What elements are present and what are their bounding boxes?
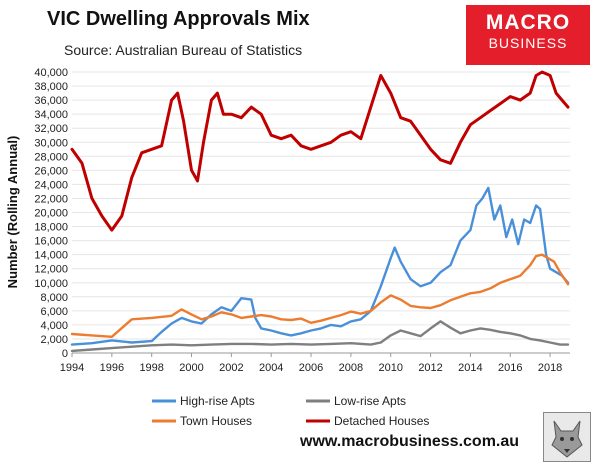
x-tick-label: 2014 xyxy=(458,362,482,374)
y-tick-label: 4,000 xyxy=(40,320,68,332)
x-tick-label: 2008 xyxy=(339,362,363,374)
series-group xyxy=(70,70,570,353)
y-tick-label: 32,000 xyxy=(34,123,68,135)
y-tick-label: 22,000 xyxy=(34,193,68,205)
macrobusiness-logo[interactable]: MACRO BUSINESS xyxy=(466,5,590,65)
x-tick-label: 1998 xyxy=(139,362,163,374)
footer-url-link[interactable]: www.macrobusiness.com.au xyxy=(300,433,520,450)
y-tick-label: 30,000 xyxy=(34,137,68,149)
x-tick-label: 2006 xyxy=(299,362,323,374)
y-tick-label: 26,000 xyxy=(34,165,68,177)
x-tick-label: 2012 xyxy=(418,362,442,374)
y-tick-label: 6,000 xyxy=(40,306,68,318)
y-tick-label: 40,000 xyxy=(34,67,68,79)
y-tick-label: 18,000 xyxy=(34,222,68,234)
x-tick-label: 1994 xyxy=(60,362,84,374)
y-tick-label: 14,000 xyxy=(34,250,68,262)
legend-label-town-houses: Town Houses xyxy=(180,414,252,428)
chart-title: VIC Dwelling Approvals Mix xyxy=(47,8,310,30)
legend-item-high-rise[interactable]: High-rise Apts xyxy=(152,394,255,408)
y-tick-label: 24,000 xyxy=(34,179,68,191)
y-tick-label: 38,000 xyxy=(34,81,68,93)
x-axis-ticks: 1994 1996 1998 2000 2002 2004 2006 2008 2010 2012… xyxy=(60,353,562,374)
legend: High-rise Apts Low-rise Apts Town Houses… xyxy=(152,394,429,428)
x-tick-label: 2000 xyxy=(179,362,203,374)
y-tick-label: 10,000 xyxy=(34,278,68,290)
series-line-low-rise[interactable] xyxy=(70,320,570,353)
y-tick-label: 2,000 xyxy=(40,334,68,346)
series-line-high-rise[interactable] xyxy=(70,186,570,346)
chart-source: Source: Australian Bureau of Statistics xyxy=(64,42,303,58)
wolf-icon xyxy=(551,420,583,458)
x-tick-label: 2010 xyxy=(378,362,402,374)
x-tick-label: 1996 xyxy=(100,362,124,374)
y-tick-label: 16,000 xyxy=(34,236,68,248)
y-tick-label: 0 xyxy=(62,348,68,360)
y-axis-label: Number (Rolling Annual) xyxy=(5,136,20,289)
y-tick-label: 34,000 xyxy=(34,109,68,121)
x-tick-label: 2016 xyxy=(498,362,522,374)
y-tick-label: 28,000 xyxy=(34,151,68,163)
y-axis-ticks: 0 2,000 4,000 6,000 8,000 10,000 12,000 14,000 1… xyxy=(34,67,68,360)
gridlines xyxy=(72,71,570,354)
x-tick-label: 2018 xyxy=(538,362,562,374)
legend-label-low-rise: Low-rise Apts xyxy=(334,394,406,408)
x-tick-label: 2004 xyxy=(259,362,283,374)
logo-line-1: MACRO xyxy=(485,11,571,34)
legend-item-town-houses[interactable]: Town Houses xyxy=(152,414,252,428)
legend-item-detached-houses[interactable]: Detached Houses xyxy=(306,414,429,428)
y-tick-label: 20,000 xyxy=(34,208,68,220)
legend-label-detached-houses: Detached Houses xyxy=(334,414,429,428)
logo-line-2: BUSINESS xyxy=(488,35,568,51)
series-line-detached[interactable] xyxy=(70,70,570,232)
legend-item-low-rise[interactable]: Low-rise Apts xyxy=(306,394,406,408)
series-line-town[interactable] xyxy=(70,253,570,338)
legend-label-high-rise: High-rise Apts xyxy=(180,394,255,408)
y-tick-label: 12,000 xyxy=(34,264,68,276)
y-tick-label: 36,000 xyxy=(34,95,68,107)
y-tick-label: 8,000 xyxy=(40,292,68,304)
wolf-mascot-image xyxy=(543,412,591,462)
x-tick-label: 2002 xyxy=(219,362,243,374)
